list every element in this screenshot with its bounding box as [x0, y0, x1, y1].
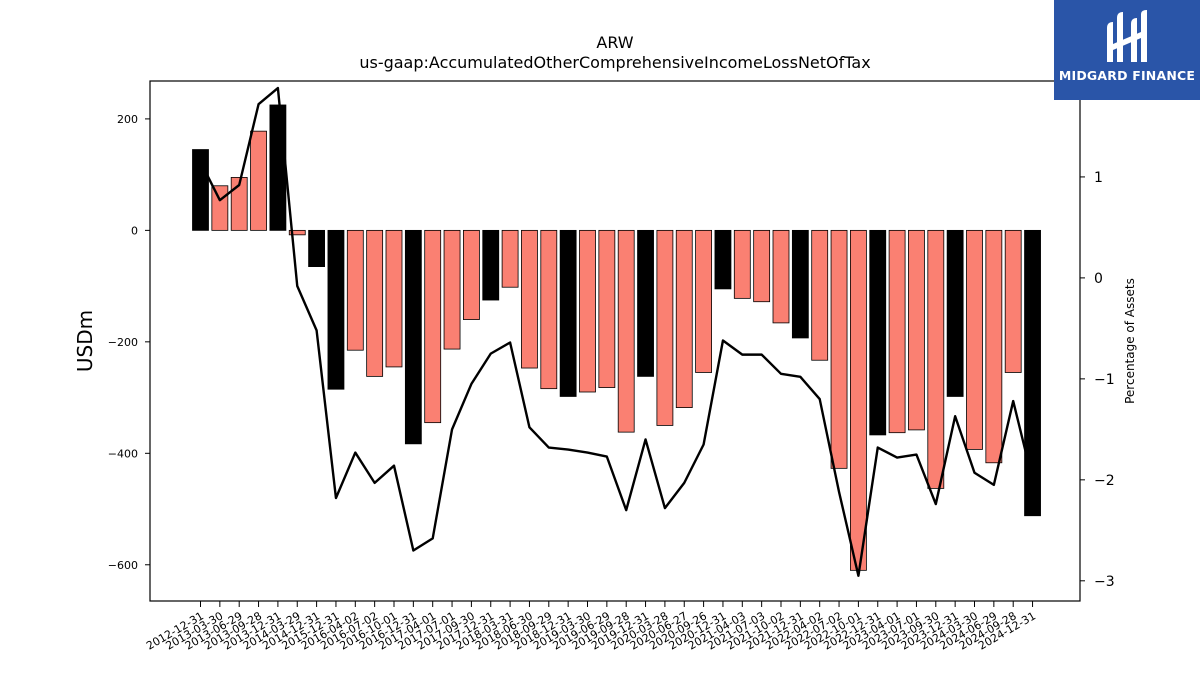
bar	[346, 229, 364, 351]
bar	[966, 229, 983, 450]
bar	[888, 229, 906, 434]
bar	[366, 229, 384, 377]
bar	[617, 229, 635, 433]
y-tick-label: 200	[117, 113, 138, 126]
bar	[791, 229, 809, 339]
bar	[250, 130, 267, 231]
bar	[753, 229, 771, 303]
y2-tick-label: −1	[1094, 372, 1115, 388]
bar	[385, 229, 403, 368]
plot-frame	[149, 80, 1081, 602]
bar	[714, 229, 732, 290]
bar	[288, 229, 306, 236]
bar	[443, 229, 461, 350]
bar	[404, 229, 422, 445]
bar	[656, 229, 674, 426]
plot-area: 2000−200−400−60010−1−2−32012-12-312013-0…	[108, 80, 1115, 653]
y2-axis-label: Percentage of Assets	[1123, 278, 1137, 404]
y-tick-label: −400	[108, 447, 138, 460]
bar	[230, 177, 248, 231]
chart-subtitle: us-gaap:AccumulatedOtherComprehensiveInc…	[359, 53, 870, 72]
bar	[521, 229, 538, 369]
bar	[946, 229, 964, 397]
y-tick-label: −600	[108, 559, 138, 572]
bar	[269, 104, 287, 231]
y2-tick-label: −2	[1094, 473, 1115, 489]
bar	[772, 229, 790, 324]
bar	[675, 229, 693, 408]
y2-tick-label: −3	[1094, 574, 1115, 590]
y-axis-label: USDm	[73, 310, 97, 372]
bar	[579, 229, 596, 393]
bar	[482, 229, 500, 301]
chart-title: ARW	[596, 33, 633, 52]
bar	[192, 149, 209, 231]
bar	[540, 229, 558, 390]
bar	[850, 229, 867, 571]
bar	[327, 229, 345, 390]
bar	[308, 229, 326, 267]
y-tick-label: −200	[108, 336, 138, 349]
bar	[1024, 229, 1041, 517]
bar	[927, 229, 945, 489]
bar	[637, 229, 654, 377]
bar	[908, 229, 925, 431]
bar	[985, 229, 1003, 464]
series-line	[199, 86, 1034, 577]
bar	[559, 229, 577, 397]
y2-tick-label: 0	[1094, 271, 1103, 287]
bar	[811, 229, 829, 361]
bar	[830, 229, 848, 469]
bar	[211, 185, 229, 231]
bar	[501, 229, 519, 288]
bar	[424, 229, 442, 424]
logo-text: MIDGARD FINANCE	[1058, 68, 1196, 83]
midgard-finance-logo: MIDGARD FINANCE	[1054, 0, 1200, 100]
y2-tick-label: 1	[1094, 170, 1103, 186]
midgard-logo-icon	[1107, 10, 1147, 62]
bar	[1004, 229, 1022, 373]
bar	[462, 229, 480, 320]
bar	[733, 229, 751, 299]
bar	[598, 229, 616, 388]
y-tick-label: 0	[131, 224, 138, 237]
bar	[869, 229, 887, 436]
bar	[695, 229, 712, 373]
